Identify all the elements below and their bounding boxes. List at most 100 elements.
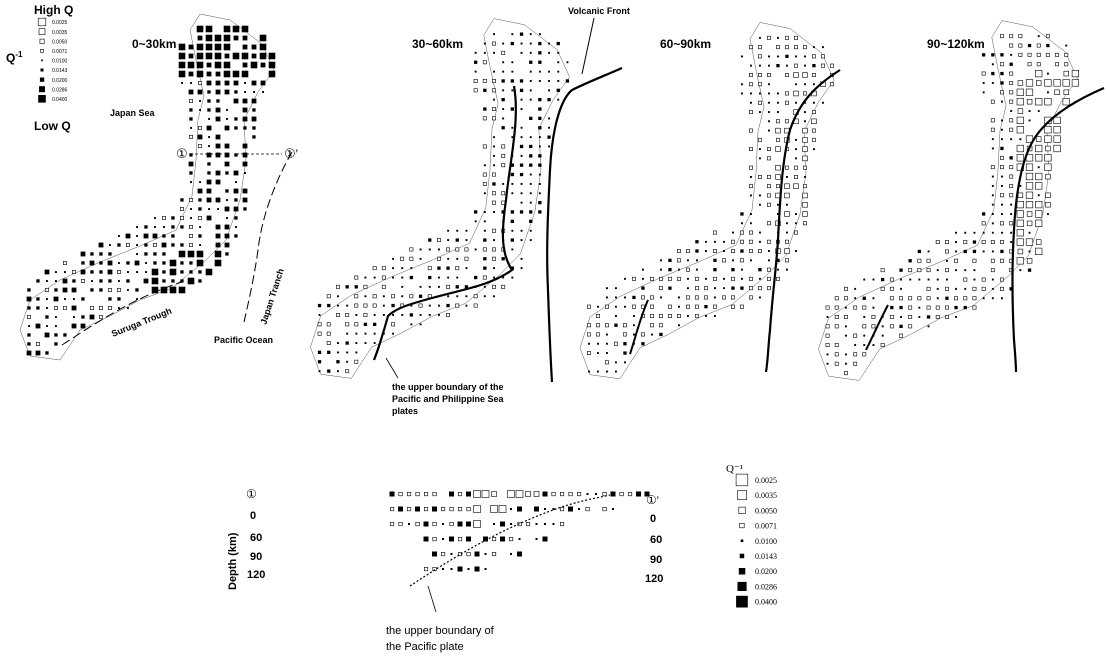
q-cell — [1001, 213, 1003, 215]
q-cell — [694, 276, 699, 281]
q-cell — [151, 268, 159, 276]
q-cell — [529, 89, 532, 92]
q-cell — [44, 332, 50, 338]
q-cell — [845, 362, 847, 365]
q-cell — [337, 370, 339, 373]
cross-section-cell — [423, 521, 429, 527]
q-cell — [354, 303, 359, 308]
q-cell — [759, 194, 761, 197]
q-cell — [834, 314, 839, 319]
top-legend-value: 0.0100 — [52, 59, 68, 65]
q-cell — [935, 314, 940, 319]
q-cell — [428, 304, 431, 307]
q-cell — [766, 184, 771, 189]
bottom-legend-swatch — [740, 539, 744, 543]
q-cell — [766, 156, 771, 161]
q-cell — [90, 288, 94, 292]
q-cell — [188, 71, 194, 77]
q-cell — [493, 51, 495, 54]
q-cell — [392, 332, 394, 335]
q-cell — [117, 269, 121, 274]
q-cell — [566, 61, 569, 64]
q-cell — [345, 312, 350, 317]
q-cell — [1037, 35, 1040, 38]
q-cell — [162, 261, 166, 265]
q-cell — [502, 117, 505, 120]
q-cell — [143, 233, 149, 239]
q-cell — [695, 249, 699, 253]
q-cell — [1009, 43, 1014, 48]
depth-tick-0-right: 0 — [650, 513, 656, 525]
q-cell — [1016, 229, 1024, 237]
cross-section-cell — [585, 506, 590, 512]
q-cell — [73, 316, 75, 318]
q-cell — [1036, 80, 1042, 86]
q-cell — [784, 211, 790, 217]
q-cell — [739, 304, 744, 309]
bottom-legend-title: Q⁻¹ — [726, 463, 743, 475]
q-cell — [491, 88, 496, 93]
q-cell — [1054, 89, 1060, 96]
q-cell — [955, 231, 957, 234]
q-cell — [215, 170, 221, 176]
q-cell — [519, 144, 524, 149]
q-cell — [623, 342, 627, 346]
cross-section-cell — [432, 566, 437, 572]
q-cell — [196, 70, 204, 78]
q-cell — [189, 198, 193, 202]
q-cell — [364, 295, 367, 298]
q-cell — [1009, 71, 1014, 76]
q-cell — [117, 297, 121, 301]
cross-section-cell — [544, 523, 546, 525]
q-cell — [880, 343, 885, 347]
q-cell — [251, 44, 257, 50]
q-cell — [768, 259, 770, 262]
q-cell — [1009, 90, 1014, 95]
q-cell — [678, 268, 680, 271]
q-cell — [750, 64, 752, 67]
q-cell — [1035, 247, 1043, 256]
q-cell — [1000, 81, 1004, 85]
q-cell — [750, 194, 752, 197]
q-cell — [741, 83, 743, 86]
depth-tick-120-left: 120 — [247, 569, 265, 581]
q-cell — [35, 323, 41, 329]
section-marker-a: ① — [176, 146, 188, 161]
q-cell — [232, 52, 240, 60]
q-cell — [136, 253, 138, 255]
q-cell — [538, 201, 542, 205]
q-cell — [973, 278, 976, 281]
q-cell — [944, 249, 949, 254]
q-cell — [926, 315, 931, 319]
q-cell — [54, 342, 58, 346]
q-cell — [62, 260, 67, 265]
q-cell — [234, 126, 238, 130]
q-cell — [750, 213, 752, 215]
q-cell — [382, 304, 385, 307]
q-cell — [482, 116, 487, 121]
q-cell — [548, 145, 550, 148]
q-cell — [936, 278, 939, 281]
q-cell — [1036, 62, 1041, 67]
q-cell — [136, 244, 138, 246]
q-cell — [813, 83, 815, 86]
q-cell — [889, 286, 894, 291]
q-cell — [1019, 269, 1022, 272]
q-cell — [483, 88, 487, 92]
q-cell — [740, 212, 744, 216]
volcanic-front-line-p4 — [1011, 86, 1105, 373]
q-cell — [259, 43, 267, 51]
q-cell — [1053, 135, 1061, 143]
q-cell — [198, 198, 202, 202]
q-cell — [171, 216, 175, 220]
q-cell — [419, 323, 422, 326]
q-cell — [473, 79, 478, 83]
q-cell — [757, 137, 762, 142]
cross-section-cell — [515, 490, 524, 498]
q-cell — [491, 116, 496, 121]
cross-section-cell — [457, 521, 463, 527]
q-cell — [811, 128, 816, 133]
panel-grid-1 — [26, 25, 276, 356]
q-cell — [511, 126, 514, 129]
q-cell — [668, 258, 672, 262]
